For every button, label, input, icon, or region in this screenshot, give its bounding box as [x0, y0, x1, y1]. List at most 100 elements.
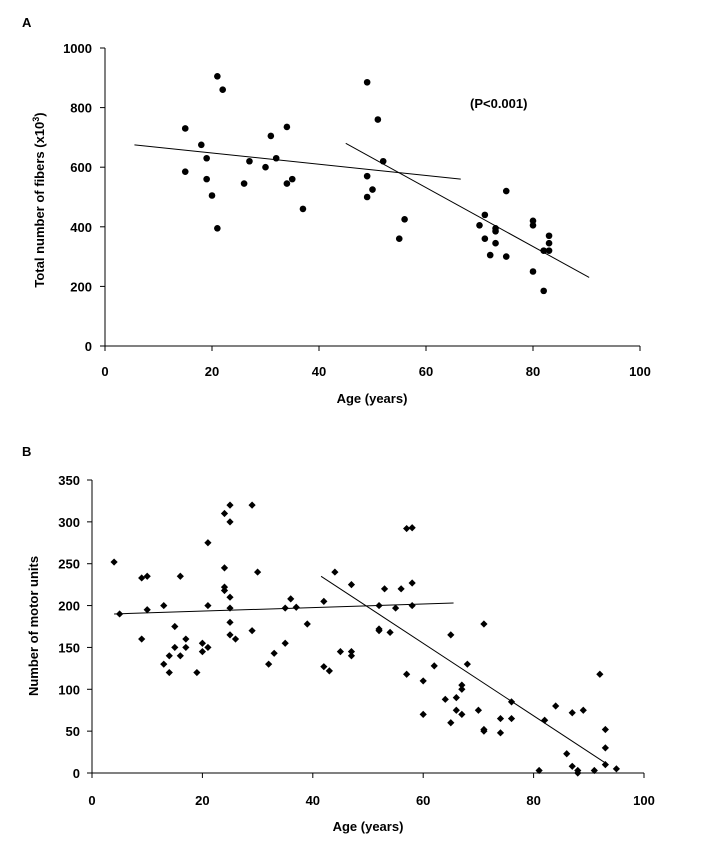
- panel-a-data-point: [363, 78, 371, 86]
- panel-a-data-point: [502, 253, 510, 260]
- panel-a-data-point: [492, 224, 499, 232]
- panel-a-data-point: [379, 157, 387, 165]
- panel-b-data-point: [447, 631, 455, 639]
- panel-a-data-point: [545, 232, 553, 240]
- panel-b-data-point: [458, 681, 466, 689]
- panel-b-x-tick-label: 100: [633, 793, 655, 808]
- panel-b-data-point: [347, 581, 356, 589]
- panel-a-p-value-annotation: (P<0.001): [470, 96, 527, 111]
- panel-a-data-point: [198, 141, 205, 149]
- panel-b-data-point: [397, 585, 405, 593]
- panel-a-fit-line-2: [345, 142, 590, 278]
- panel-b-data-point: [226, 593, 234, 601]
- panel-a-x-tick-label: 0: [101, 364, 108, 379]
- panel-b-data-point: [320, 597, 328, 605]
- panel-b-data-point: [220, 509, 229, 518]
- panel-a-y-label-close: ): [32, 112, 47, 116]
- panel-b-data-point: [320, 663, 328, 671]
- panel-a-data-point: [529, 217, 537, 225]
- panel-b-chart: B 0 50 100 150 200 250 300 350 0 20 40 60 80 100 Age …: [22, 444, 655, 834]
- panel-b-y-tick-label: 100: [58, 682, 80, 697]
- panel-b-data-point: [165, 668, 173, 677]
- panel-a-label: A: [22, 15, 32, 30]
- panel-a-x-axis-label: Age (years): [337, 391, 408, 406]
- panel-b-data-point: [458, 710, 466, 718]
- panel-b-x-tick-label: 20: [195, 793, 209, 808]
- panel-b-data-point: [601, 725, 609, 734]
- panel-b-data-point: [579, 706, 587, 714]
- panel-a-data-point: [545, 247, 553, 254]
- panel-a-y-tick-label: 0: [85, 339, 92, 354]
- panel-a-data-point: [262, 163, 269, 171]
- panel-b-data-point: [165, 652, 173, 660]
- panel-b-data-point: [552, 702, 560, 710]
- panel-a-y-tick-label: 1000: [63, 41, 92, 56]
- panel-b-data-point: [612, 765, 620, 773]
- panel-b-data-point: [403, 670, 411, 678]
- panel-a-data-point: [374, 116, 382, 123]
- panel-a-data-point: [267, 132, 275, 140]
- panel-b-x-axis-label: Age (years): [333, 819, 404, 834]
- panel-a-data-point: [401, 216, 408, 223]
- panel-b-y-tick-label: 0: [73, 766, 80, 781]
- panel-a-data-point: [540, 287, 547, 295]
- panel-b-data-point: [419, 710, 427, 718]
- panel-b-data-point: [220, 586, 229, 595]
- panel-b-data-point: [596, 670, 604, 678]
- panel-b-data-point: [270, 649, 278, 657]
- panel-a-data-point: [492, 239, 499, 247]
- panel-b-data-point: [458, 685, 466, 693]
- panel-a-data-point: [219, 86, 226, 94]
- panel-b-y-tick-label: 250: [58, 557, 80, 572]
- panel-b-data-point: [176, 572, 184, 580]
- panel-b-data-point: [254, 568, 262, 576]
- panel-b-data-point: [281, 604, 289, 612]
- panel-b-data-point: [392, 604, 400, 612]
- panel-b-data-point: [220, 564, 229, 572]
- panel-a-data-point: [395, 235, 403, 243]
- panel-a-data-point: [203, 154, 210, 162]
- panel-b-data-point: [347, 652, 356, 660]
- panel-b-data-point: [563, 750, 571, 758]
- panel-b-data-point: [496, 729, 505, 737]
- panel-b-data-point: [408, 524, 416, 532]
- panel-b-data-point: [138, 574, 146, 582]
- panel-b-data-point: [176, 652, 184, 660]
- panel-b-data-point: [408, 579, 416, 587]
- panel-b-y-tick-label: 350: [58, 473, 80, 488]
- panel-b-data-point: [226, 518, 234, 526]
- panel-b-data-point: [447, 719, 455, 727]
- panel-a-data-point: [299, 205, 307, 213]
- panel-b-data-point: [160, 660, 168, 668]
- panel-a-data-point: [181, 168, 189, 175]
- panel-b-data-point: [325, 667, 333, 675]
- panel-a-data-point: [369, 186, 376, 193]
- panel-a-x-tick-label: 100: [629, 364, 651, 379]
- panel-a-y-tick-label: 600: [70, 160, 92, 175]
- panel-a-data-point: [502, 187, 510, 195]
- panel-a-y-tick-label: 400: [70, 220, 92, 235]
- panel-b-data-point: [265, 660, 273, 668]
- panel-b-data-point: [231, 635, 240, 643]
- panel-b-data-point: [143, 572, 151, 580]
- panel-b-y-tick-label: 150: [58, 640, 80, 655]
- panel-b-data-point: [226, 631, 234, 639]
- panel-a-y-tick-label: 200: [70, 279, 92, 294]
- panel-b-data-point: [226, 618, 234, 626]
- panel-b-y-tick-label: 50: [66, 724, 80, 739]
- panel-b-y-axis-label: Number of motor units: [26, 556, 41, 696]
- panel-b-x-tick-label: 0: [88, 793, 95, 808]
- panel-b-data-point: [496, 714, 505, 723]
- panel-b-data-point: [281, 639, 289, 647]
- panel-a-data-point: [363, 172, 371, 180]
- panel-a-data-point: [363, 193, 371, 201]
- panel-b-data-point: [403, 524, 411, 533]
- panel-a-x-tick-label: 40: [312, 364, 326, 379]
- panel-b-data-point: [193, 668, 201, 677]
- panel-b-data-point: [408, 601, 416, 610]
- panel-b-x-tick-label: 60: [416, 793, 430, 808]
- panel-b-data-point: [386, 628, 394, 636]
- panel-b-data-point: [336, 648, 344, 656]
- panel-b-data-point: [248, 501, 256, 509]
- panel-b-data-point: [116, 610, 124, 618]
